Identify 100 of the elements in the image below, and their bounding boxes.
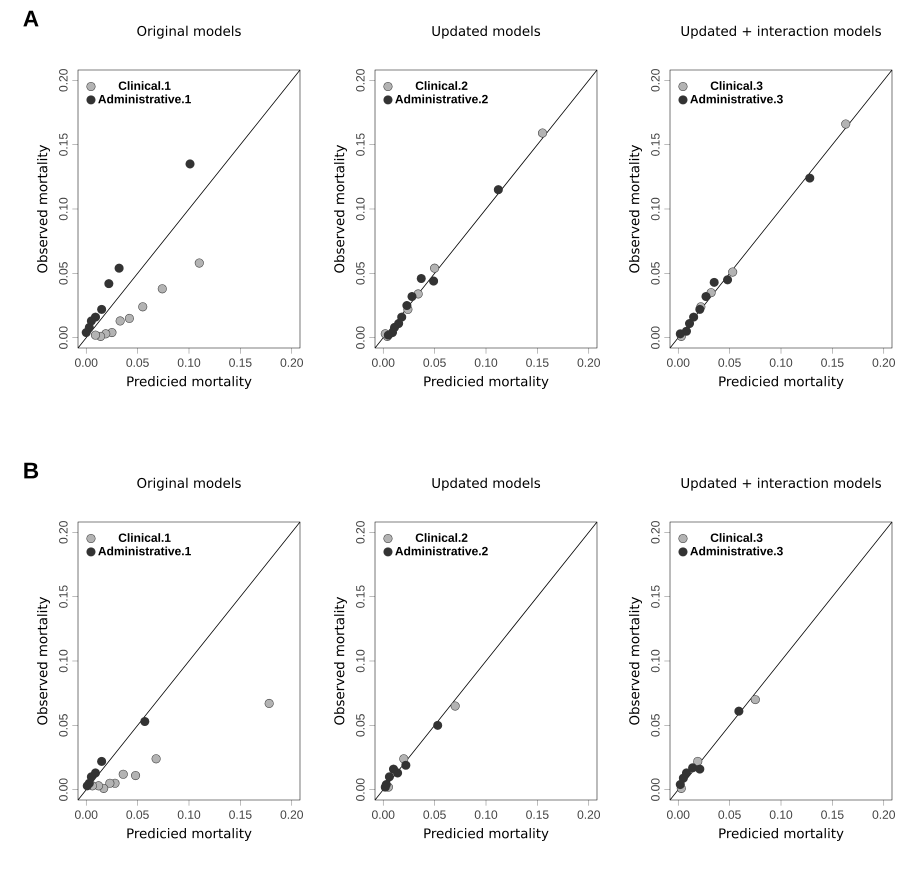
x-tick-label: 0.15 bbox=[526, 810, 549, 819]
point bbox=[82, 328, 91, 338]
x-tick-label: 0.20 bbox=[872, 358, 895, 367]
point bbox=[734, 706, 744, 716]
y-axis-title: Observed mortality bbox=[334, 144, 347, 273]
x-axis-title: Predicied mortality bbox=[719, 828, 844, 841]
y-tick-label: 0.15 bbox=[59, 133, 68, 156]
y-tick-label: 0.20 bbox=[59, 521, 68, 544]
point bbox=[105, 778, 114, 788]
point bbox=[416, 274, 426, 284]
x-tick-label: 0.00 bbox=[667, 810, 690, 819]
legend-label: Administrative.2 bbox=[395, 94, 488, 104]
y-tick-label: 0.05 bbox=[651, 262, 660, 285]
point bbox=[407, 292, 417, 302]
y-tick-label: 0.00 bbox=[651, 778, 660, 801]
x-axis-title: Predicied mortality bbox=[127, 828, 252, 841]
x-tick-label: 0.15 bbox=[821, 810, 844, 819]
x-tick-label: 0.20 bbox=[280, 810, 303, 819]
y-tick-label: 0.00 bbox=[356, 326, 365, 349]
y-axis-title: Observed mortality bbox=[37, 144, 50, 273]
point bbox=[185, 159, 195, 168]
x-tick-label: 0.05 bbox=[423, 358, 446, 367]
x-tick-label: 0.05 bbox=[126, 810, 149, 819]
point bbox=[676, 329, 685, 338]
x-tick-label: 0.05 bbox=[718, 810, 741, 819]
x-tick-label: 0.20 bbox=[578, 358, 600, 367]
x-tick-label: 0.15 bbox=[229, 358, 252, 367]
point bbox=[689, 312, 698, 322]
point bbox=[264, 698, 274, 708]
x-tick-label: 0.05 bbox=[423, 810, 446, 819]
y-tick-label: 0.10 bbox=[356, 650, 365, 672]
x-tick-label: 0.10 bbox=[474, 358, 498, 367]
legend-label: Administrative.2 bbox=[395, 546, 488, 556]
point bbox=[695, 304, 704, 314]
point bbox=[140, 716, 150, 726]
point bbox=[152, 754, 161, 764]
text: B bbox=[24, 462, 38, 478]
point bbox=[114, 264, 124, 273]
point bbox=[433, 720, 442, 730]
y-tick-label: 0.05 bbox=[59, 714, 68, 737]
point bbox=[841, 120, 850, 129]
point bbox=[429, 276, 438, 286]
y-tick-label: 0.05 bbox=[356, 714, 365, 737]
x-tick-label: 0.15 bbox=[229, 810, 252, 819]
point bbox=[430, 264, 440, 273]
y-axis-title: Observed mortality bbox=[37, 596, 50, 725]
x-tick-label: 0.05 bbox=[126, 358, 149, 367]
point bbox=[118, 770, 128, 779]
point bbox=[402, 300, 412, 310]
y-tick-label: 0.15 bbox=[651, 133, 660, 156]
y-tick-label: 0.00 bbox=[59, 778, 68, 801]
y-axis-title: Observed mortality bbox=[629, 144, 642, 273]
legend-label: Administrative.3 bbox=[690, 94, 783, 104]
x-tick-label: 0.20 bbox=[578, 810, 600, 819]
x-tick-label: 0.00 bbox=[372, 810, 394, 819]
point bbox=[116, 316, 125, 326]
y-tick-label: 0.10 bbox=[651, 198, 660, 220]
x-axis-title: Predicied mortality bbox=[424, 376, 549, 389]
y-tick-label: 0.10 bbox=[59, 650, 68, 672]
legend-label: Administrative.1 bbox=[98, 546, 191, 556]
text: A bbox=[23, 10, 39, 26]
legend-label: Clinical.3 bbox=[710, 81, 762, 90]
chart-title: Original models bbox=[137, 26, 241, 39]
chart-title: Updated + interaction models bbox=[682, 478, 881, 491]
point bbox=[805, 174, 814, 183]
y-tick-label: 0.20 bbox=[651, 521, 660, 544]
y-tick-label: 0.05 bbox=[59, 262, 68, 285]
chart-title: Updated + interaction models bbox=[682, 26, 881, 39]
point bbox=[131, 771, 140, 780]
point bbox=[90, 330, 100, 340]
point bbox=[97, 756, 106, 766]
point bbox=[750, 695, 760, 704]
point bbox=[723, 275, 732, 284]
point bbox=[728, 268, 738, 277]
point bbox=[138, 302, 148, 312]
point bbox=[676, 780, 685, 790]
y-tick-label: 0.20 bbox=[59, 69, 68, 92]
point bbox=[194, 258, 204, 268]
x-tick-label: 0.05 bbox=[718, 358, 741, 367]
point bbox=[693, 756, 702, 766]
point bbox=[97, 304, 106, 314]
y-tick-label: 0.20 bbox=[356, 521, 365, 544]
x-tick-label: 0.10 bbox=[770, 358, 792, 367]
y-tick-label: 0.10 bbox=[651, 650, 660, 672]
x-tick-label: 0.15 bbox=[821, 358, 844, 367]
point bbox=[688, 763, 698, 772]
point bbox=[384, 772, 394, 782]
point bbox=[695, 764, 704, 774]
point bbox=[124, 314, 134, 323]
point bbox=[684, 319, 694, 328]
y-tick-label: 0.00 bbox=[651, 326, 660, 349]
y-tick-label: 0.15 bbox=[59, 585, 68, 608]
y-tick-label: 0.20 bbox=[651, 69, 660, 92]
point bbox=[494, 185, 503, 194]
x-tick-label: 0.20 bbox=[872, 810, 895, 819]
legend-label: Clinical.2 bbox=[416, 81, 468, 90]
y-axis-title: Observed mortality bbox=[629, 596, 642, 725]
x-tick-label: 0.00 bbox=[667, 358, 690, 367]
legend-label: Administrative.3 bbox=[690, 546, 783, 556]
point bbox=[158, 284, 167, 294]
